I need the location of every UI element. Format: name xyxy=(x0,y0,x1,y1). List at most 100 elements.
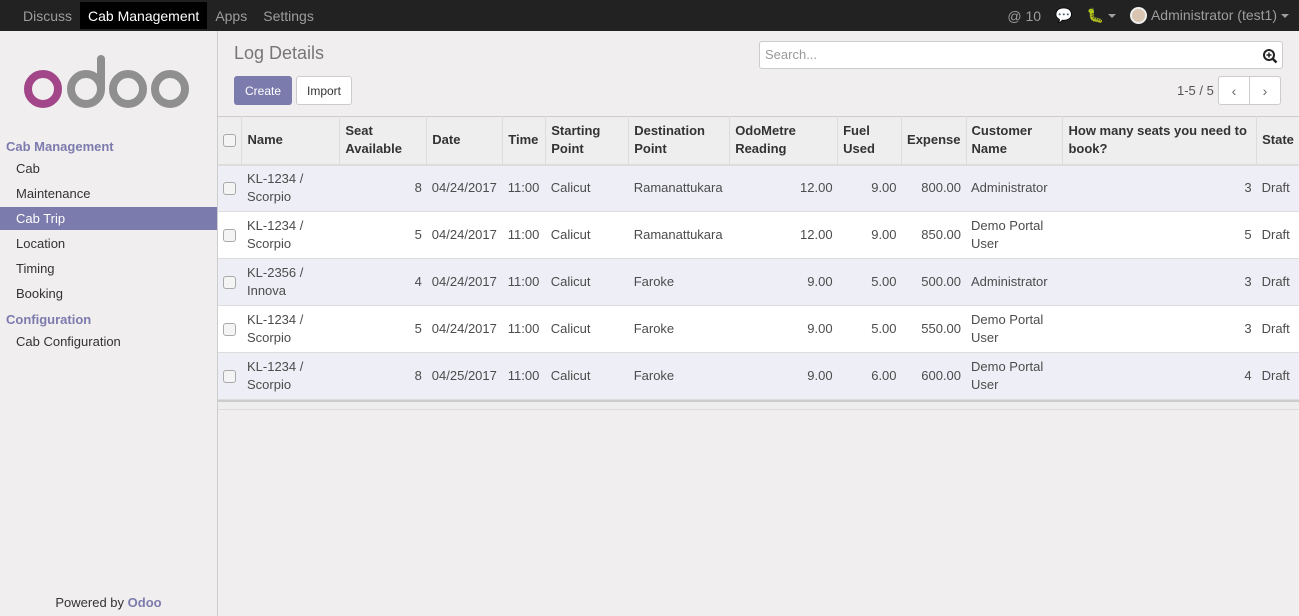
avatar xyxy=(1129,7,1147,25)
cell: KL-1234 / Scorpio xyxy=(241,164,340,212)
row-select-cell[interactable] xyxy=(218,258,242,306)
row-select-cell[interactable] xyxy=(218,164,242,212)
column-header[interactable]: Time xyxy=(502,116,546,166)
odoo-logo xyxy=(24,55,189,108)
column-header[interactable]: Destination Point xyxy=(628,116,730,166)
cell: Ramanattukara xyxy=(628,164,730,212)
menu-cab-management[interactable]: Cab Management xyxy=(80,2,208,29)
column-header[interactable]: State xyxy=(1256,116,1299,166)
column-header[interactable]: Fuel Used xyxy=(837,116,902,166)
cell: 9.00 xyxy=(837,211,902,259)
column-header[interactable]: Seat Available xyxy=(339,116,427,166)
menu-discuss[interactable]: Discuss xyxy=(23,7,73,24)
row-checkbox[interactable] xyxy=(223,323,236,337)
cell: 04/25/2017 xyxy=(426,352,503,400)
column-header[interactable]: Name xyxy=(241,116,340,166)
cell: Calicut xyxy=(545,211,629,259)
debug-bug-icon[interactable]: 🐛 xyxy=(1087,7,1116,24)
menu-settings[interactable]: Settings xyxy=(263,7,314,24)
column-header[interactable]: Expense xyxy=(901,116,967,166)
mentions-count: 10 xyxy=(1025,7,1042,24)
cell: Calicut xyxy=(545,258,629,306)
cell: 6.00 xyxy=(837,352,902,400)
cell: Faroke xyxy=(628,305,730,353)
cell: 12.00 xyxy=(729,211,838,259)
cell: 11:00 xyxy=(502,164,546,212)
sidebar-item-location[interactable]: Location xyxy=(16,236,66,251)
table-row[interactable]: KL-1234 / Scorpio 5 04/24/2017 11:00 Calicut… xyxy=(218,305,1299,353)
chat-icon[interactable]: 💬 xyxy=(1055,7,1073,23)
sidebar-item-cab-trip[interactable]: Cab Trip xyxy=(0,207,217,230)
create-button[interactable]: Create xyxy=(234,76,292,105)
row-checkbox[interactable] xyxy=(223,182,236,196)
row-select-cell[interactable] xyxy=(218,211,242,259)
select-all-checkbox[interactable] xyxy=(218,116,242,166)
cell: Faroke xyxy=(628,258,730,306)
cell: 800.00 xyxy=(901,164,967,212)
row-checkbox[interactable] xyxy=(223,370,236,384)
cell: Demo Portal User xyxy=(966,352,1063,400)
cell: 5 xyxy=(1062,211,1257,259)
user-menu[interactable]: Administrator (test1) xyxy=(1129,6,1289,25)
pager-value[interactable]: 1-5 / 5 xyxy=(1177,83,1214,98)
column-header[interactable]: OdoMetre Reading xyxy=(729,116,838,166)
prev-page-button[interactable]: ‹ xyxy=(1218,76,1250,105)
sidebar-item-timing[interactable]: Timing xyxy=(16,261,55,276)
row-select-cell[interactable] xyxy=(218,352,242,400)
table-row[interactable]: KL-1234 / Scorpio 8 04/25/2017 11:00 Calicut… xyxy=(218,352,1299,400)
cell: 5.00 xyxy=(837,258,902,306)
cell: KL-2356 / Innova xyxy=(241,258,340,306)
cell: 550.00 xyxy=(901,305,967,353)
cell: 11:00 xyxy=(502,352,546,400)
sidebar-item-cab[interactable]: Cab xyxy=(16,161,40,176)
cell: 9.00 xyxy=(729,305,838,353)
page-title: Log Details xyxy=(234,43,325,63)
search-input[interactable]: Search... xyxy=(759,41,1283,69)
sidebar: Cab Management Cab Maintenance Cab Trip Loca… xyxy=(0,31,218,616)
cell: Faroke xyxy=(628,352,730,400)
cell: KL-1234 / Scorpio xyxy=(241,352,340,400)
menu-apps[interactable]: Apps xyxy=(215,7,248,24)
cell: 3 xyxy=(1062,164,1257,212)
cell: Administrator xyxy=(966,164,1063,212)
table-row[interactable]: KL-2356 / Innova 4 04/24/2017 11:00 Calicut F… xyxy=(218,258,1299,306)
column-header[interactable]: How many seats you need to book? xyxy=(1062,116,1257,166)
sidebar-section-title: Configuration xyxy=(6,312,92,327)
row-checkbox[interactable] xyxy=(223,276,236,290)
import-button[interactable]: Import xyxy=(296,76,352,105)
cell: 04/24/2017 xyxy=(426,164,503,212)
table-footer xyxy=(218,400,1299,410)
cell: Ramanattukara xyxy=(628,211,730,259)
cell: Calicut xyxy=(545,305,629,353)
column-header[interactable]: Customer Name xyxy=(965,116,1063,166)
cell: 5 xyxy=(339,211,427,259)
sidebar-item-maintenance[interactable]: Maintenance xyxy=(16,186,91,201)
cell: Draft xyxy=(1256,164,1299,212)
table-row[interactable]: KL-1234 / Scorpio 5 04/24/2017 11:00 Calicut… xyxy=(218,211,1299,259)
table-row[interactable]: KL-1234 / Scorpio 8 04/24/2017 11:00 Calicut… xyxy=(218,164,1299,212)
cell: 5 xyxy=(339,305,427,353)
user-name: Administrator (test1) xyxy=(1150,6,1277,23)
cell: 8 xyxy=(339,164,427,212)
next-page-button[interactable]: › xyxy=(1249,76,1281,105)
cell: KL-1234 / Scorpio xyxy=(241,305,340,353)
row-select-cell[interactable] xyxy=(218,305,242,353)
trip-list-table: Name Seat Available Date Time Starting Point… xyxy=(218,116,1299,400)
caret-down-icon xyxy=(1281,13,1289,18)
sidebar-item-booking[interactable]: Booking xyxy=(16,286,63,301)
cell: Draft xyxy=(1256,352,1299,400)
cell: Draft xyxy=(1256,211,1299,259)
row-checkbox[interactable] xyxy=(223,229,236,243)
cell: Calicut xyxy=(545,164,629,212)
search-plus-icon[interactable] xyxy=(1262,48,1278,64)
column-header[interactable]: Date xyxy=(426,116,503,166)
mentions-button[interactable]: @ 10 xyxy=(1007,7,1042,24)
cell: Demo Portal User xyxy=(966,211,1063,259)
odoo-link[interactable]: Odoo xyxy=(127,595,162,610)
cell: 04/24/2017 xyxy=(426,305,503,353)
top-navbar: Discuss Cab Management Apps Settings @ 10 💬… xyxy=(0,0,1299,31)
cell: 9.00 xyxy=(729,352,838,400)
column-header[interactable]: Starting Point xyxy=(545,116,629,166)
cell: 850.00 xyxy=(901,211,967,259)
sidebar-item-cab-configuration[interactable]: Cab Configuration xyxy=(16,334,121,349)
